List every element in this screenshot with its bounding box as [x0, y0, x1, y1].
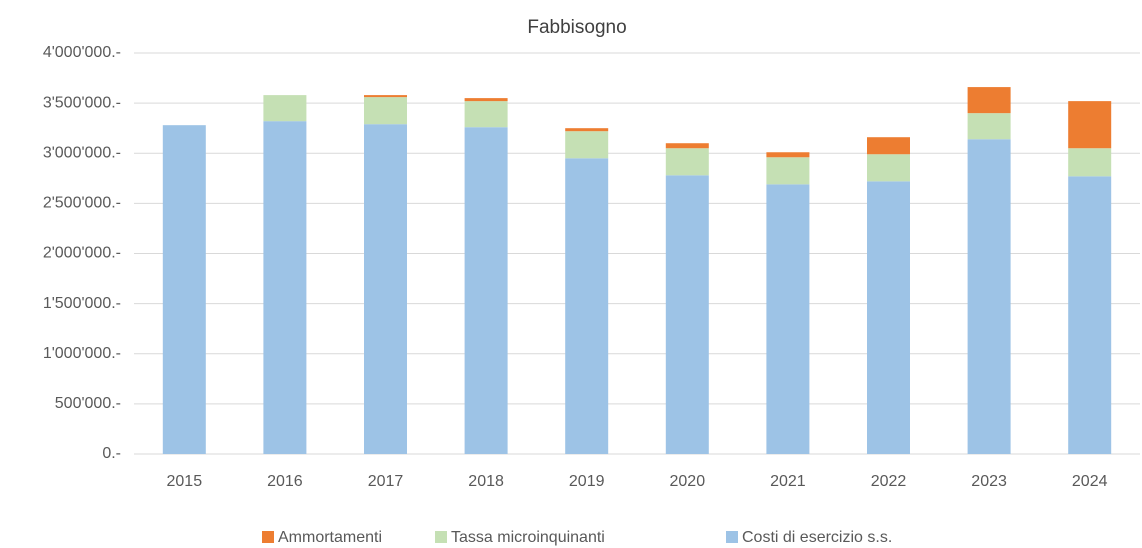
bar-segment: [967, 113, 1011, 140]
x-tick-label: 2018: [468, 473, 504, 490]
y-tick-label: 0.-: [102, 445, 121, 462]
x-tick-label: 2019: [569, 473, 605, 490]
bar-segment: [867, 154, 910, 182]
legend-swatch: [726, 531, 738, 543]
bar-segment: [766, 157, 810, 185]
bar-segment: [565, 158, 609, 454]
x-tick-label: 2016: [267, 473, 303, 490]
bar-segment: [464, 101, 508, 128]
bar-segment: [565, 128, 609, 132]
bar-segment: [565, 131, 609, 159]
bar-segment: [364, 97, 407, 125]
bar-segment: [263, 95, 307, 122]
legend-swatch: [262, 531, 274, 543]
x-tick-label: 2020: [670, 473, 706, 490]
x-tick-label: 2021: [770, 473, 806, 490]
legend-label: Tassa microinquinanti: [451, 529, 605, 546]
bar-segment: [967, 139, 1011, 454]
bar-segment: [665, 148, 709, 176]
y-tick-label: 500'000.-: [55, 395, 121, 412]
chart-title: Fabbisogno: [527, 17, 626, 38]
y-tick-label: 2'000'000.-: [43, 245, 121, 262]
legend-label: Costi di esercizio s.s.: [742, 529, 892, 546]
y-tick-label: 1'500'000.-: [43, 295, 121, 312]
bar-segment: [967, 87, 1011, 114]
legend-label: Ammortamenti: [278, 529, 382, 546]
bar-segment: [665, 143, 709, 149]
y-tick-label: 2'500'000.-: [43, 195, 121, 212]
bar-segment: [766, 184, 810, 454]
x-tick-label: 2017: [368, 473, 404, 490]
bar-segment: [867, 137, 910, 155]
x-tick-label: 2024: [1072, 473, 1108, 490]
bar-segment: [766, 152, 810, 158]
bar-segment: [1068, 148, 1112, 177]
bar-segment: [364, 124, 407, 455]
x-tick-label: 2015: [167, 473, 203, 490]
bar-segment: [364, 95, 407, 98]
bar-segment: [1068, 101, 1112, 149]
y-tick-label: 1'000'000.-: [43, 345, 121, 362]
x-tick-label: 2022: [871, 473, 907, 490]
bar-segment: [464, 98, 508, 102]
bar-segment: [1068, 176, 1112, 454]
bar-segment: [867, 181, 910, 454]
y-tick-label: 4'000'000.-: [43, 44, 121, 61]
x-tick-label: 2023: [971, 473, 1007, 490]
legend-swatch: [435, 531, 447, 543]
bar-segment: [162, 125, 206, 455]
bar-segment: [665, 175, 709, 454]
y-tick-label: 3'500'000.-: [43, 94, 121, 111]
bar-segment: [263, 121, 307, 455]
y-tick-label: 3'000'000.-: [43, 144, 121, 161]
bar-segment: [464, 127, 508, 454]
